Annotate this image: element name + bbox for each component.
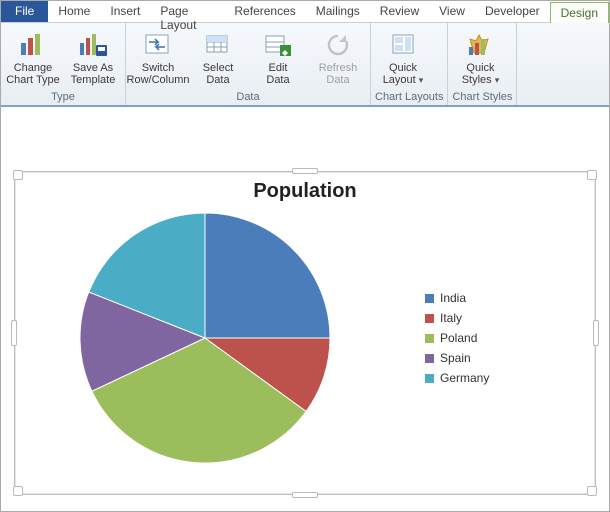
tab-references[interactable]: References (224, 1, 305, 22)
switch-icon (143, 30, 173, 60)
legend-label: Italy (440, 311, 462, 325)
tab-mailings[interactable]: Mailings (306, 1, 370, 22)
tab-home[interactable]: Home (48, 1, 100, 22)
resize-handle-tl[interactable] (13, 170, 23, 180)
legend-swatch (425, 334, 434, 343)
pie-slice-india[interactable] (205, 213, 330, 338)
ribbon-group-type: ChangeChart Type Save AsTemplate Type (1, 23, 126, 105)
resize-handle-top[interactable] (292, 168, 318, 174)
quick-styles-button[interactable]: QuickStyles ▾ (452, 25, 508, 90)
chart-object[interactable]: Population India Italy Poland Spain Germany (14, 171, 596, 495)
legend-item-india[interactable]: India (425, 291, 505, 305)
legend-label: Spain (440, 351, 471, 365)
ribbon-group-data: SwitchRow/Column SelectData EditData Refres… (126, 23, 371, 105)
legend-swatch (425, 374, 434, 383)
legend-item-italy[interactable]: Italy (425, 311, 505, 325)
quick-layout-label: QuickLayout ▾ (383, 62, 424, 86)
save-as-template-button[interactable]: Save AsTemplate (65, 25, 121, 90)
legend-label: India (440, 291, 466, 305)
group-label: Type (5, 90, 121, 105)
tab-page-layout[interactable]: Page Layout (150, 1, 224, 22)
legend-swatch (425, 354, 434, 363)
refresh-icon (323, 30, 353, 60)
resize-handle-br[interactable] (587, 486, 597, 496)
legend-label: Germany (440, 371, 489, 385)
quick-styles-label: QuickStyles ▾ (462, 62, 500, 86)
resize-handle-left[interactable] (11, 320, 17, 346)
resize-handle-right[interactable] (593, 320, 599, 346)
tab-file[interactable]: File (1, 1, 48, 22)
change-chart-type-button[interactable]: ChangeChart Type (5, 25, 61, 90)
styles-icon (465, 30, 495, 60)
select-data-label: SelectData (203, 62, 234, 86)
legend-item-poland[interactable]: Poland (425, 331, 505, 345)
group-label: Chart Layouts (375, 90, 443, 105)
save-as-template-label: Save AsTemplate (71, 62, 116, 86)
legend-item-spain[interactable]: Spain (425, 351, 505, 365)
bars-color-icon (18, 30, 48, 60)
refresh-data-label: RefreshData (319, 62, 358, 86)
chart-legend[interactable]: India Italy Poland Spain Germany (355, 285, 505, 391)
ribbon-group-chart-styles: QuickStyles ▾ Chart Styles (448, 23, 517, 105)
select-data-button[interactable]: SelectData (190, 25, 246, 90)
ribbon: ChangeChart Type Save AsTemplate Type Switc… (1, 23, 609, 107)
layout-icon (388, 30, 418, 60)
document-canvas: Population India Italy Poland Spain Germany (1, 107, 609, 503)
group-label: Data (130, 90, 366, 105)
edit-data-button[interactable]: EditData (250, 25, 306, 90)
ribbon-group-chart-layouts: QuickLayout ▾ Chart Layouts (371, 23, 448, 105)
edit-data-label: EditData (266, 62, 289, 86)
legend-item-germany[interactable]: Germany (425, 371, 505, 385)
chart-title[interactable]: Population (15, 172, 595, 203)
quick-layout-button[interactable]: QuickLayout ▾ (375, 25, 431, 90)
switch-row-col-label: SwitchRow/Column (127, 62, 190, 86)
bars-save-icon (78, 30, 108, 60)
tab-view[interactable]: View (429, 1, 475, 22)
tab-design[interactable]: Design (550, 2, 609, 23)
legend-swatch (425, 294, 434, 303)
tab-developer[interactable]: Developer (475, 1, 550, 22)
legend-swatch (425, 314, 434, 323)
grid-edit-icon (263, 30, 293, 60)
tab-insert[interactable]: Insert (100, 1, 150, 22)
tab-review[interactable]: Review (370, 1, 429, 22)
grid-select-icon (203, 30, 233, 60)
legend-label: Poland (440, 331, 477, 345)
ribbon-tabbar: File HomeInsertPage LayoutReferencesMail… (1, 1, 609, 23)
group-label: Chart Styles (452, 90, 512, 105)
resize-handle-tr[interactable] (587, 170, 597, 180)
change-chart-type-label: ChangeChart Type (6, 62, 60, 86)
resize-handle-bottom[interactable] (292, 492, 318, 498)
switch-row-col-button[interactable]: SwitchRow/Column (130, 25, 186, 90)
resize-handle-bl[interactable] (13, 486, 23, 496)
pie-chart[interactable] (15, 208, 355, 468)
refresh-data-button: RefreshData (310, 25, 366, 90)
